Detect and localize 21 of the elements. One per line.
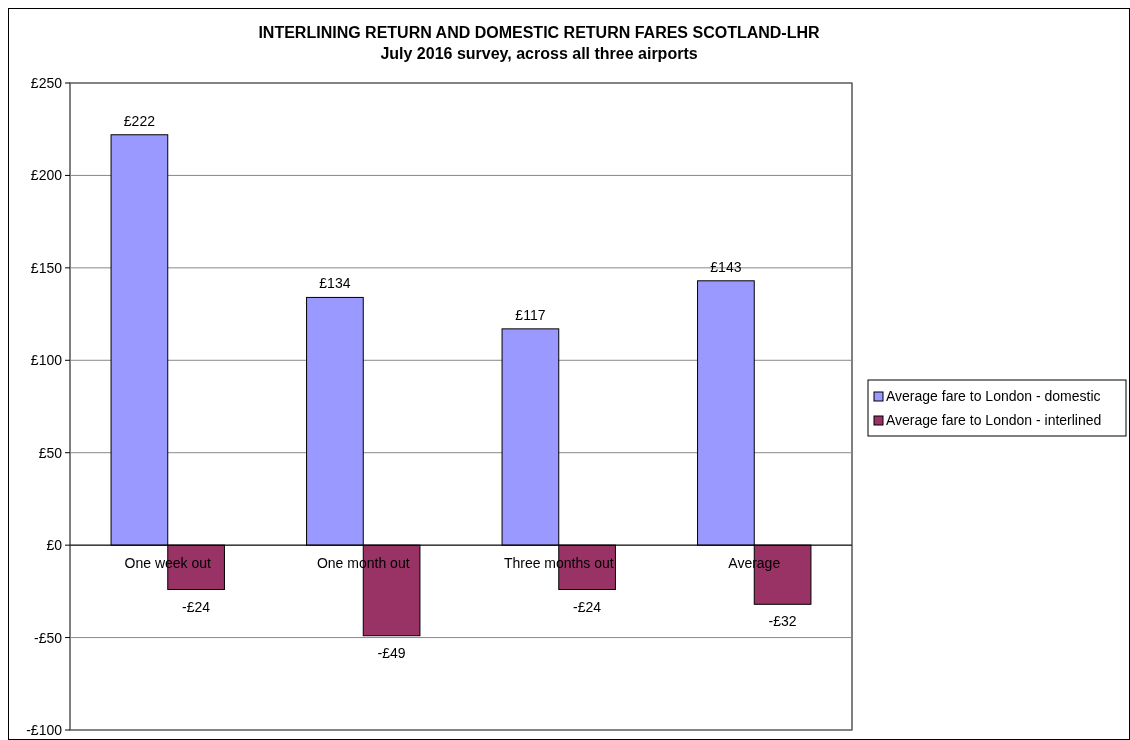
y-tick-label: £200 [30, 167, 63, 184]
data-label: -£49 [377, 644, 406, 661]
chart-subtitle: July 2016 survey, across all three airports [380, 45, 698, 62]
y-tick-label: £150 [30, 259, 63, 276]
data-label: -£24 [573, 598, 602, 615]
data-label: £134 [319, 275, 351, 292]
y-tick-label: £100 [30, 352, 63, 369]
legend-label: Average fare to London - domestic [886, 388, 1101, 404]
data-label: -£32 [768, 613, 797, 630]
data-label: -£24 [182, 598, 211, 615]
legend-label: Average fare to London - interlined [886, 412, 1102, 428]
chart-title: INTERLINING RETURN AND DOMESTIC RETURN FARES SCOTLAND-LHR [258, 24, 821, 41]
data-label: £222 [123, 112, 156, 129]
data-label: £143 [710, 258, 742, 275]
y-tick-label: -£100 [26, 722, 63, 738]
y-tick-label: £0 [46, 537, 63, 554]
y-tick-label: £250 [30, 75, 63, 91]
x-tick-label: Average [728, 555, 781, 572]
y-tick-label: £50 [38, 444, 63, 461]
data-label: £117 [515, 306, 546, 323]
y-tick-label: -£50 [33, 629, 63, 646]
